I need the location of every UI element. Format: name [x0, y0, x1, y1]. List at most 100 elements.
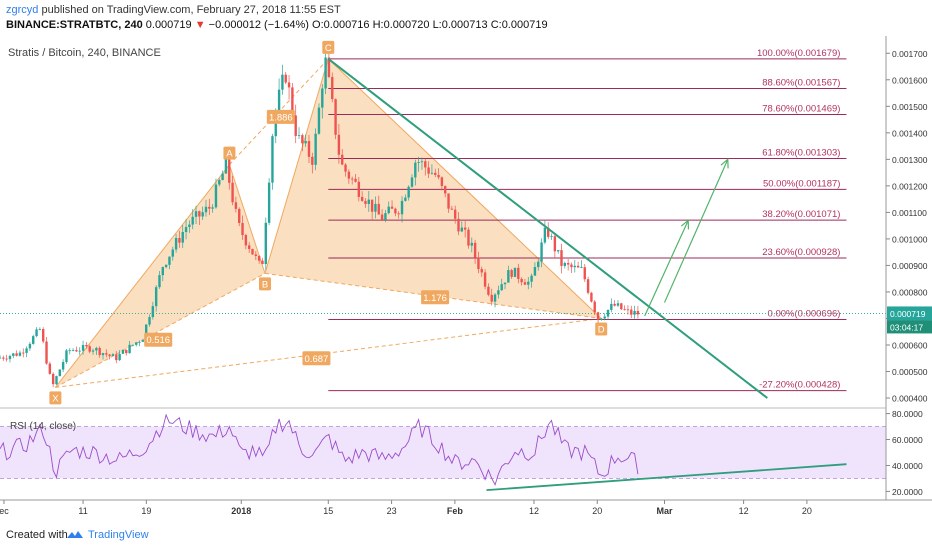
candle-body — [138, 341, 141, 343]
candle-body — [78, 350, 81, 352]
price-tick-label: 0.001200 — [892, 181, 928, 191]
candle-body — [573, 265, 576, 268]
price-pane[interactable]: 100.00%(0.001679) 88.60%(0.001567) 78.60%(… — [0, 40, 886, 405]
candle-body — [188, 224, 191, 228]
candle-body — [580, 267, 583, 268]
pattern-leg — [54, 164, 230, 388]
pattern-leg — [55, 272, 266, 388]
candle-body — [324, 57, 327, 89]
candle-body — [55, 376, 58, 385]
close-value: C:0.000719 — [490, 19, 548, 31]
candle-body — [341, 154, 344, 165]
candle-body — [500, 284, 503, 291]
candle-body — [241, 223, 244, 236]
author-link[interactable]: zgrcyd — [6, 4, 39, 16]
candle-body — [208, 206, 211, 209]
candle-body — [154, 287, 158, 307]
fib-level-label: -27.20%(0.000428) — [759, 380, 840, 391]
candle-body — [291, 87, 294, 116]
pattern-point-badge — [223, 146, 236, 160]
time-tick-label: 20 — [802, 506, 812, 516]
candle-body — [384, 213, 387, 220]
price-tick-label: 0.001100 — [892, 208, 927, 218]
ohlc-line: BINANCE:STRATBTC, 240 0.000719 ▼ −0.0000… — [6, 19, 548, 31]
candle-body — [430, 172, 434, 174]
candle-body — [125, 349, 128, 354]
rsi-title: RSI (14, close) — [10, 421, 76, 432]
candle-body — [48, 363, 52, 374]
candle-body — [32, 336, 35, 344]
rsi-tick-label: 80.0000 — [892, 409, 923, 419]
price-change: −0.000012 (−1.64%) — [208, 19, 309, 31]
candle-body — [350, 178, 354, 180]
candle-body — [453, 209, 457, 219]
candle-body — [317, 107, 321, 134]
candle-body — [636, 310, 640, 315]
candle-body — [287, 82, 291, 88]
candle-body — [141, 340, 145, 342]
countdown-tag — [887, 320, 932, 334]
candle-body — [467, 229, 470, 246]
candle-body — [540, 242, 543, 262]
candle-body — [460, 227, 464, 232]
candle-body — [550, 236, 553, 238]
candle-body — [387, 206, 390, 214]
fib-level-label: 88.60%(0.001567) — [762, 78, 840, 89]
candle-body — [301, 135, 304, 144]
candle-body — [570, 264, 573, 268]
candle-body — [483, 272, 487, 287]
candle-body — [357, 181, 361, 197]
candle-body — [144, 324, 148, 341]
candle-body — [520, 278, 523, 283]
candle-body — [121, 349, 125, 354]
candle-body — [68, 350, 71, 351]
candle-body — [257, 255, 261, 261]
candle-body — [194, 211, 198, 217]
tradingview-brand-link[interactable]: TradingView — [88, 529, 149, 541]
candle-body — [470, 242, 473, 246]
candle-body — [566, 263, 570, 265]
tradingview-logo-icon[interactable] — [66, 528, 84, 542]
pattern-point-badge — [322, 40, 335, 54]
candle-body — [437, 174, 440, 178]
down-triangle-icon: ▼ — [194, 19, 206, 31]
candle-body — [65, 350, 68, 363]
candle-body — [221, 173, 224, 181]
open-value: O:0.000716 — [312, 19, 370, 31]
ratio-label: 1.886 — [269, 112, 293, 123]
rsi-tick-label: 40.0000 — [892, 461, 923, 471]
price-tick-label: 0.001400 — [892, 128, 928, 138]
time-tick-label: 23 — [387, 506, 397, 516]
candle-body — [543, 227, 547, 243]
candle-body — [533, 267, 537, 276]
candle-body — [616, 303, 620, 306]
rsi-pane[interactable]: RSI (14, close) — [0, 413, 886, 492]
chart-canvas[interactable]: 100.00%(0.001679) 88.60%(0.001567) 78.60%(… — [0, 36, 932, 522]
candle-body — [447, 193, 450, 209]
candle-body — [596, 312, 600, 320]
candle-body — [427, 167, 430, 174]
candle-body — [297, 135, 301, 136]
high-value: H:0.000720 — [372, 19, 430, 31]
candle-body — [85, 345, 88, 347]
candle-body — [503, 282, 507, 285]
candle-body — [404, 197, 407, 201]
candle-body — [251, 248, 254, 255]
rsi-line — [0, 413, 639, 486]
candle-body — [307, 141, 311, 157]
candle-body — [304, 141, 307, 144]
candle-body — [390, 206, 394, 209]
candle-body — [41, 329, 45, 342]
candle-body — [294, 115, 297, 136]
price-tick-label: 0.000500 — [892, 367, 928, 377]
candle-body — [400, 200, 404, 215]
candle-body — [28, 343, 32, 349]
pattern-point-label: A — [226, 149, 233, 160]
candle-body — [224, 157, 228, 174]
candle-body — [626, 309, 630, 311]
candle-body — [164, 264, 168, 268]
candle-body — [507, 270, 510, 283]
ratio-label: 1.176 — [423, 293, 447, 304]
candle-body — [556, 250, 560, 252]
candle-body — [347, 171, 351, 179]
